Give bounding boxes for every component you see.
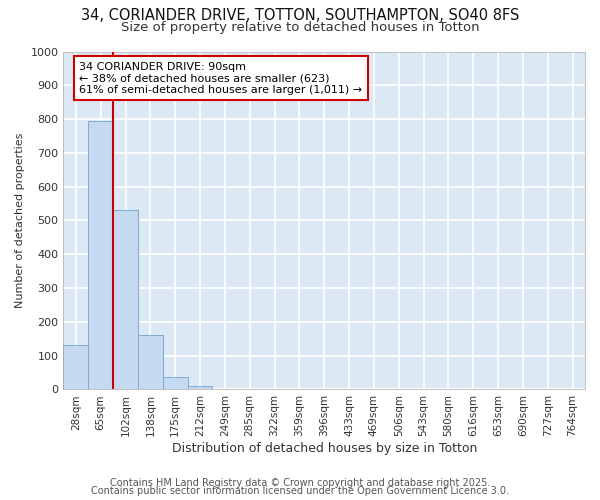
Bar (163, 376, 188, 390)
Text: 34, CORIANDER DRIVE, TOTTON, SOUTHAMPTON, SO40 8FS: 34, CORIANDER DRIVE, TOTTON, SOUTHAMPTON… (81, 8, 519, 22)
Bar (64, 344, 88, 390)
Bar (138, 334, 163, 390)
Bar (88, 121, 113, 390)
Text: 34 CORIANDER DRIVE: 90sqm
← 38% of detached houses are smaller (623)
61% of semi: 34 CORIANDER DRIVE: 90sqm ← 38% of detac… (79, 62, 362, 95)
X-axis label: Distribution of detached houses by size in Totton: Distribution of detached houses by size … (172, 442, 477, 455)
Y-axis label: Number of detached properties: Number of detached properties (15, 133, 25, 308)
Bar (188, 386, 212, 390)
Text: Contains public sector information licensed under the Open Government Licence 3.: Contains public sector information licen… (91, 486, 509, 496)
Text: Size of property relative to detached houses in Totton: Size of property relative to detached ho… (121, 22, 479, 35)
Bar (113, 210, 138, 390)
Text: Contains HM Land Registry data © Crown copyright and database right 2025.: Contains HM Land Registry data © Crown c… (110, 478, 490, 488)
